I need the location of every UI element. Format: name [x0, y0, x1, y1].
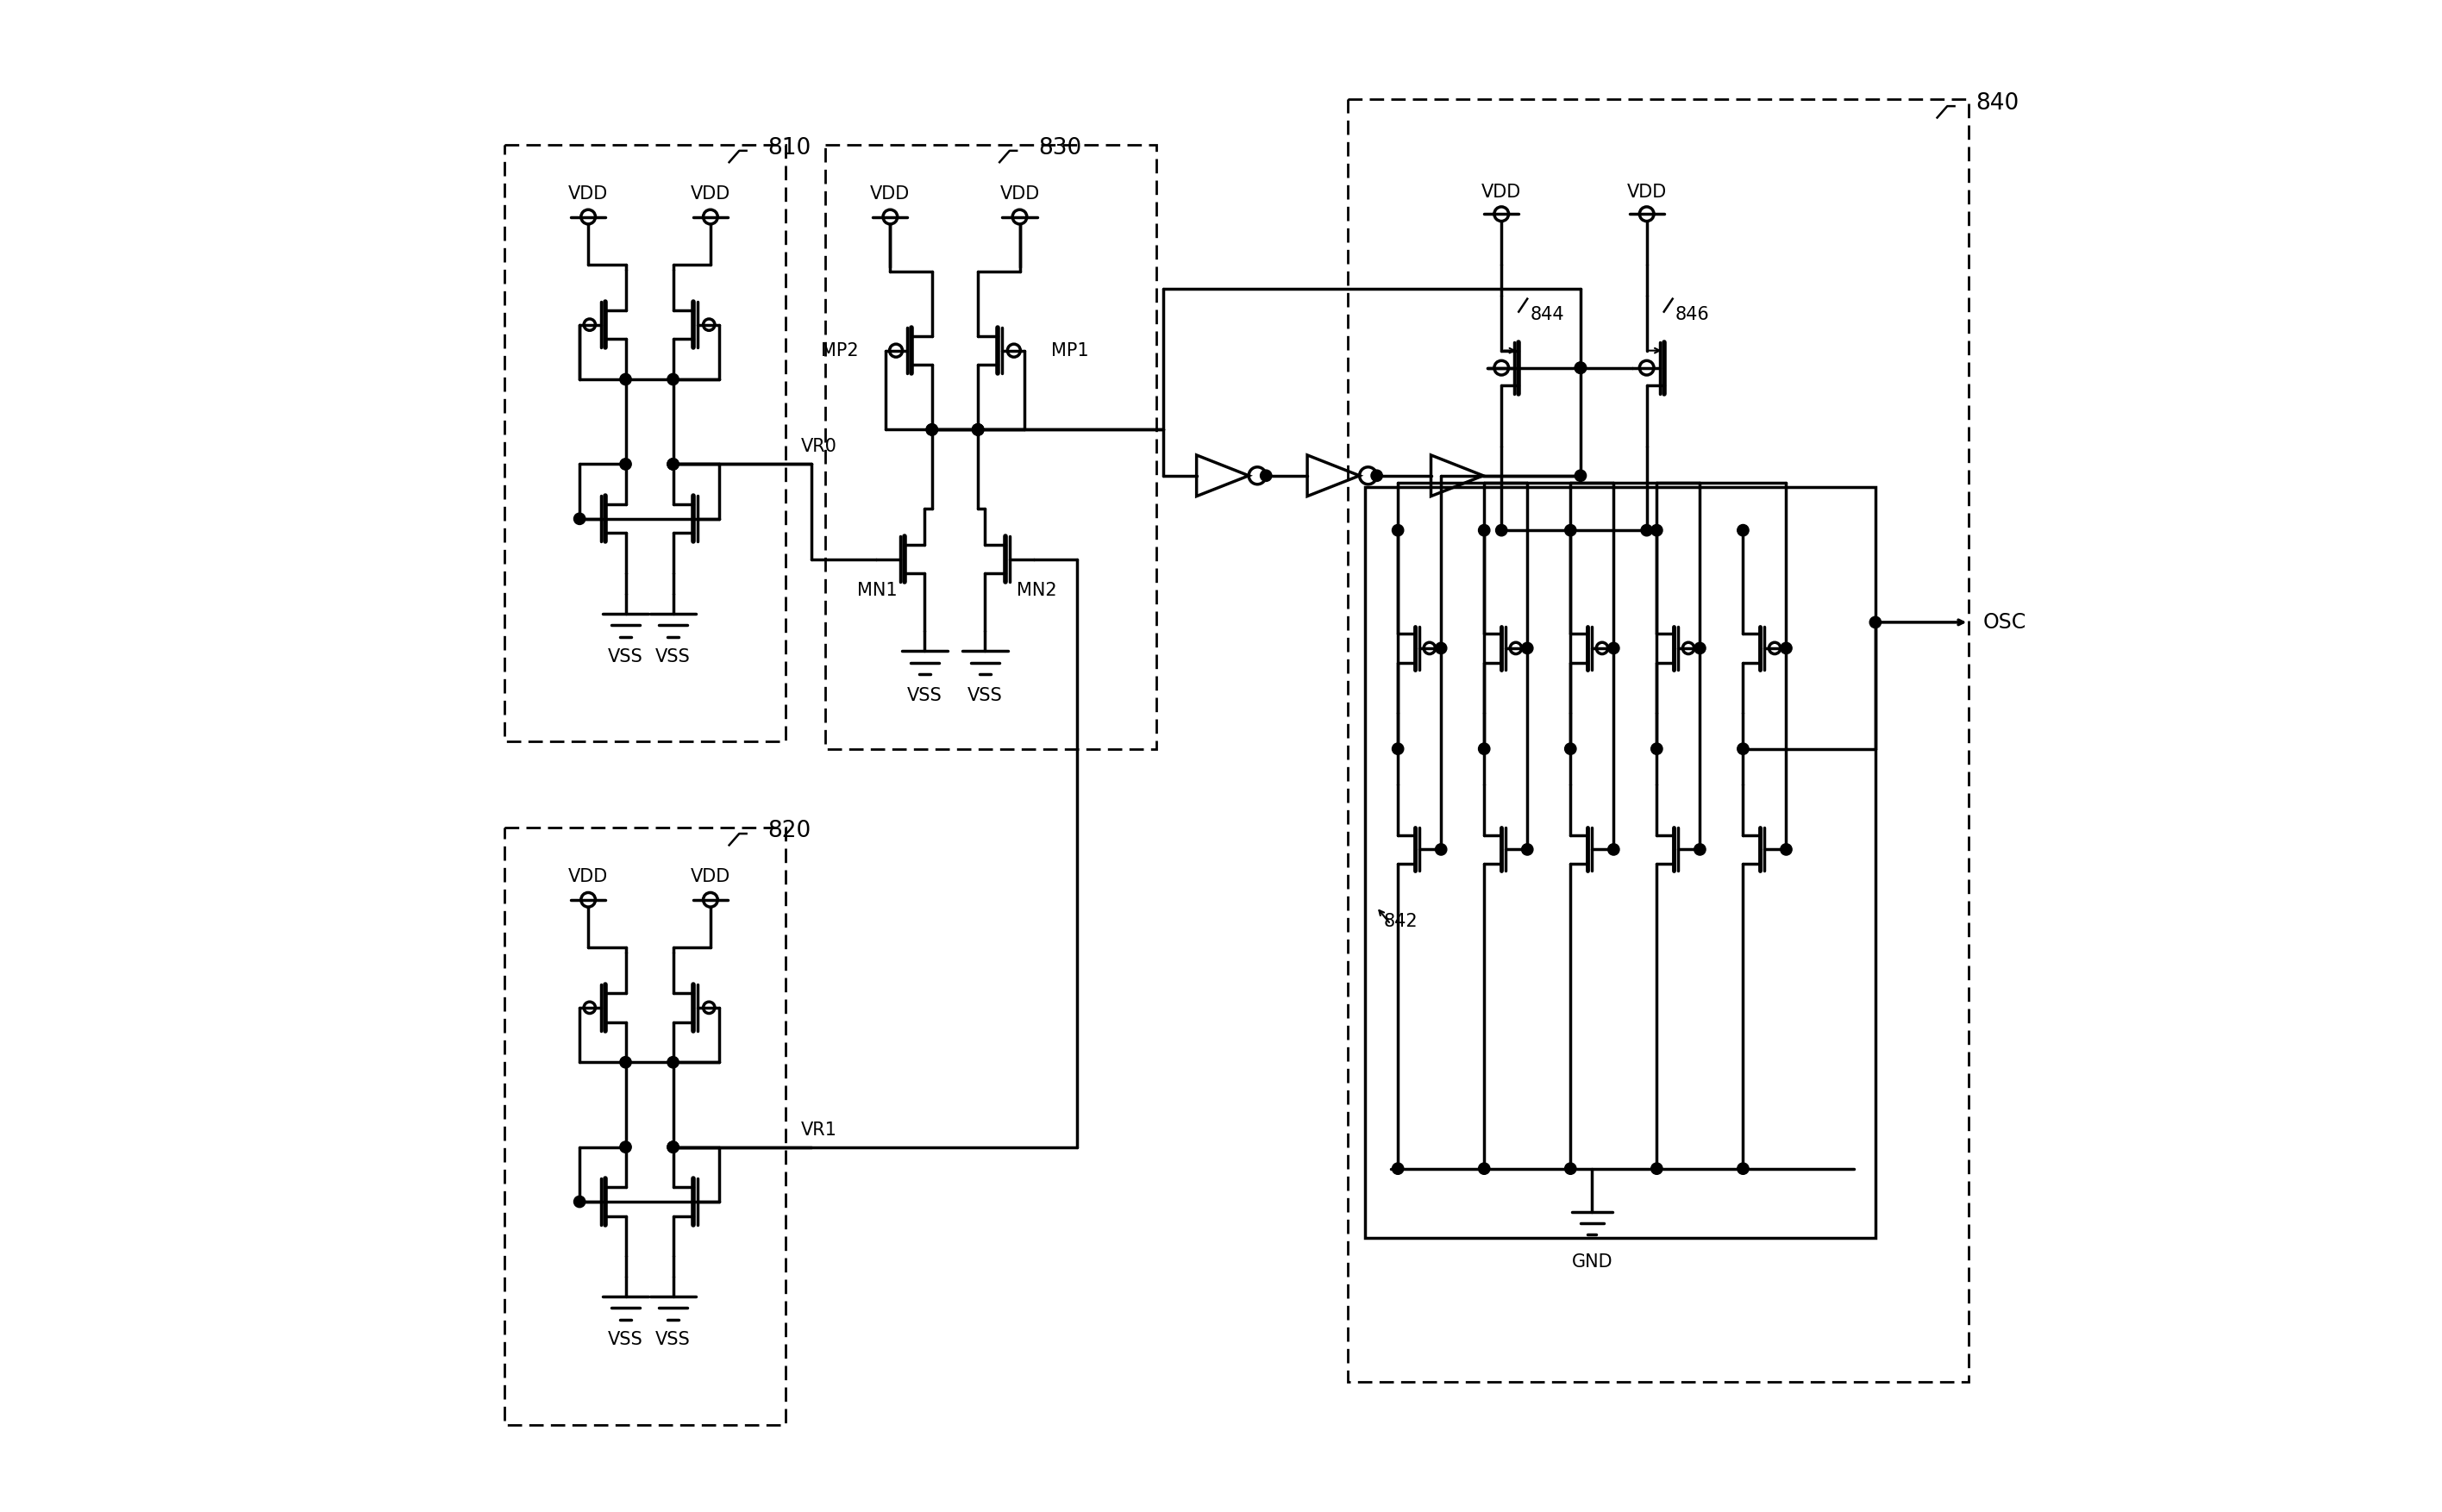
- Circle shape: [1651, 742, 1663, 754]
- Circle shape: [1780, 643, 1792, 653]
- Text: VSS: VSS: [608, 649, 642, 665]
- Circle shape: [667, 1142, 679, 1152]
- Circle shape: [1392, 1163, 1404, 1175]
- Circle shape: [1392, 742, 1404, 754]
- Circle shape: [1575, 361, 1587, 373]
- Circle shape: [1695, 643, 1705, 653]
- Circle shape: [1565, 525, 1575, 537]
- Circle shape: [1641, 525, 1653, 537]
- Circle shape: [1565, 742, 1575, 754]
- Circle shape: [1477, 525, 1490, 537]
- Circle shape: [972, 423, 984, 435]
- Circle shape: [972, 423, 984, 435]
- Circle shape: [926, 423, 938, 435]
- Text: VR0: VR0: [801, 438, 838, 455]
- Circle shape: [667, 1057, 679, 1067]
- Text: VSS: VSS: [608, 1331, 642, 1349]
- Circle shape: [1477, 1163, 1490, 1175]
- Text: VDD: VDD: [569, 868, 608, 886]
- Circle shape: [1495, 525, 1507, 537]
- Text: OSC: OSC: [1983, 612, 2027, 632]
- Circle shape: [1521, 844, 1534, 856]
- Circle shape: [620, 458, 632, 470]
- Circle shape: [1436, 844, 1446, 856]
- Circle shape: [1651, 525, 1663, 537]
- Text: VDD: VDD: [1482, 184, 1521, 201]
- Text: 840: 840: [1976, 92, 2020, 115]
- Circle shape: [574, 513, 586, 525]
- Text: 842: 842: [1385, 913, 1419, 930]
- Text: VSS: VSS: [906, 686, 943, 705]
- Circle shape: [1370, 470, 1382, 481]
- Text: VDD: VDD: [691, 868, 730, 886]
- Circle shape: [1780, 844, 1792, 856]
- Circle shape: [1260, 470, 1272, 481]
- Circle shape: [1575, 470, 1587, 481]
- Text: 830: 830: [1038, 136, 1082, 159]
- Circle shape: [667, 458, 679, 470]
- Text: VR1: VR1: [801, 1122, 838, 1139]
- Circle shape: [1736, 525, 1748, 537]
- Circle shape: [620, 1057, 632, 1067]
- Circle shape: [667, 373, 679, 386]
- Circle shape: [1736, 1163, 1748, 1175]
- Circle shape: [620, 1142, 632, 1152]
- Circle shape: [667, 1142, 679, 1152]
- Text: VSS: VSS: [654, 1331, 691, 1349]
- Circle shape: [1651, 1163, 1663, 1175]
- Text: MP1: MP1: [1053, 342, 1089, 360]
- Text: VDD: VDD: [569, 186, 608, 203]
- Text: VDD: VDD: [1626, 184, 1665, 201]
- Circle shape: [1575, 361, 1587, 373]
- Circle shape: [1695, 844, 1705, 856]
- Text: MP2: MP2: [821, 342, 860, 360]
- Circle shape: [667, 458, 679, 470]
- Text: VDD: VDD: [999, 186, 1040, 203]
- Circle shape: [1521, 643, 1534, 653]
- Text: 844: 844: [1531, 305, 1565, 324]
- Circle shape: [972, 423, 984, 435]
- Circle shape: [1607, 643, 1619, 653]
- Text: VSS: VSS: [967, 686, 1004, 705]
- Circle shape: [1736, 742, 1748, 754]
- Text: VDD: VDD: [691, 186, 730, 203]
- Circle shape: [620, 373, 632, 386]
- Circle shape: [1436, 643, 1446, 653]
- Circle shape: [1565, 1163, 1575, 1175]
- Circle shape: [1477, 742, 1490, 754]
- Text: GND: GND: [1573, 1253, 1612, 1270]
- Text: MN2: MN2: [1016, 582, 1057, 599]
- Circle shape: [574, 1196, 586, 1208]
- Text: VSS: VSS: [654, 649, 691, 665]
- Text: 810: 810: [767, 136, 811, 159]
- Text: 820: 820: [767, 820, 811, 842]
- Text: VDD: VDD: [869, 186, 911, 203]
- Text: 846: 846: [1675, 305, 1709, 324]
- Circle shape: [1392, 525, 1404, 537]
- Circle shape: [926, 423, 938, 435]
- Circle shape: [1607, 844, 1619, 856]
- Text: MN1: MN1: [857, 582, 896, 599]
- Circle shape: [1871, 617, 1880, 627]
